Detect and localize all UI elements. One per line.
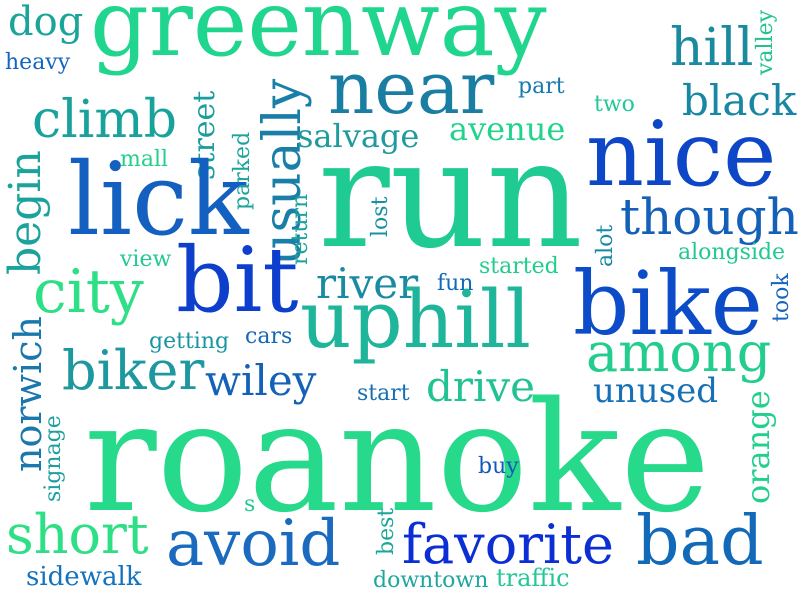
word-cars: cars	[245, 324, 293, 349]
word-took: took	[769, 273, 794, 322]
word-mall: mall	[120, 147, 169, 172]
word-buy: buy	[478, 454, 519, 479]
word-run: run	[318, 108, 583, 282]
word-bit: bit	[176, 228, 299, 333]
word-start: start	[357, 381, 410, 406]
word-fun: fun	[437, 271, 474, 296]
word-roanoke: roanoke	[84, 369, 711, 546]
word-city: city	[33, 257, 144, 327]
word-downtown: downtown	[373, 568, 489, 593]
word-lost: lost	[368, 196, 393, 237]
word-part: part	[518, 74, 565, 99]
word-bike: bike	[573, 252, 763, 355]
word-biker: biker	[62, 339, 205, 402]
word-unused: unused	[593, 371, 719, 411]
word-signage: signage	[41, 415, 66, 502]
word-sidewalk: sidewalk	[26, 562, 142, 592]
word-though: though	[620, 188, 799, 246]
word-avoid: avoid	[166, 507, 341, 581]
word-valley: valley	[753, 9, 778, 75]
word-salvage: salvage	[297, 117, 420, 155]
word-river: river	[316, 259, 419, 308]
word-parked: parked	[230, 131, 255, 210]
word-dog: dog	[8, 0, 84, 45]
word-nice: nice	[586, 102, 777, 207]
word-near: near	[328, 46, 495, 130]
word-among: among	[586, 321, 772, 384]
word-black: black	[682, 76, 797, 125]
word-view: view	[120, 247, 172, 272]
word-heavy: heavy	[5, 50, 71, 75]
word-s: s	[244, 492, 256, 517]
word-hill: hill	[670, 18, 754, 78]
word-drive: drive	[426, 362, 535, 411]
word-greenway: greenway	[90, 0, 547, 77]
word-wiley: wiley	[205, 356, 317, 405]
word-favorite: favorite	[402, 513, 614, 576]
word-traffic: traffic	[496, 564, 570, 592]
word-two: two	[594, 92, 635, 117]
word-uphill: uphill	[300, 273, 532, 366]
word-best: best	[374, 507, 399, 555]
word-climb: climb	[32, 90, 177, 150]
word-getting: getting	[149, 329, 230, 354]
word-short: short	[6, 503, 149, 566]
word-avenue: avenue	[449, 110, 566, 148]
word-started: started	[479, 254, 559, 279]
word-orange: orange	[739, 390, 777, 504]
word-lick: lick	[68, 141, 249, 258]
word-bad: bad	[636, 502, 764, 581]
word-alongside: alongside	[678, 240, 786, 265]
